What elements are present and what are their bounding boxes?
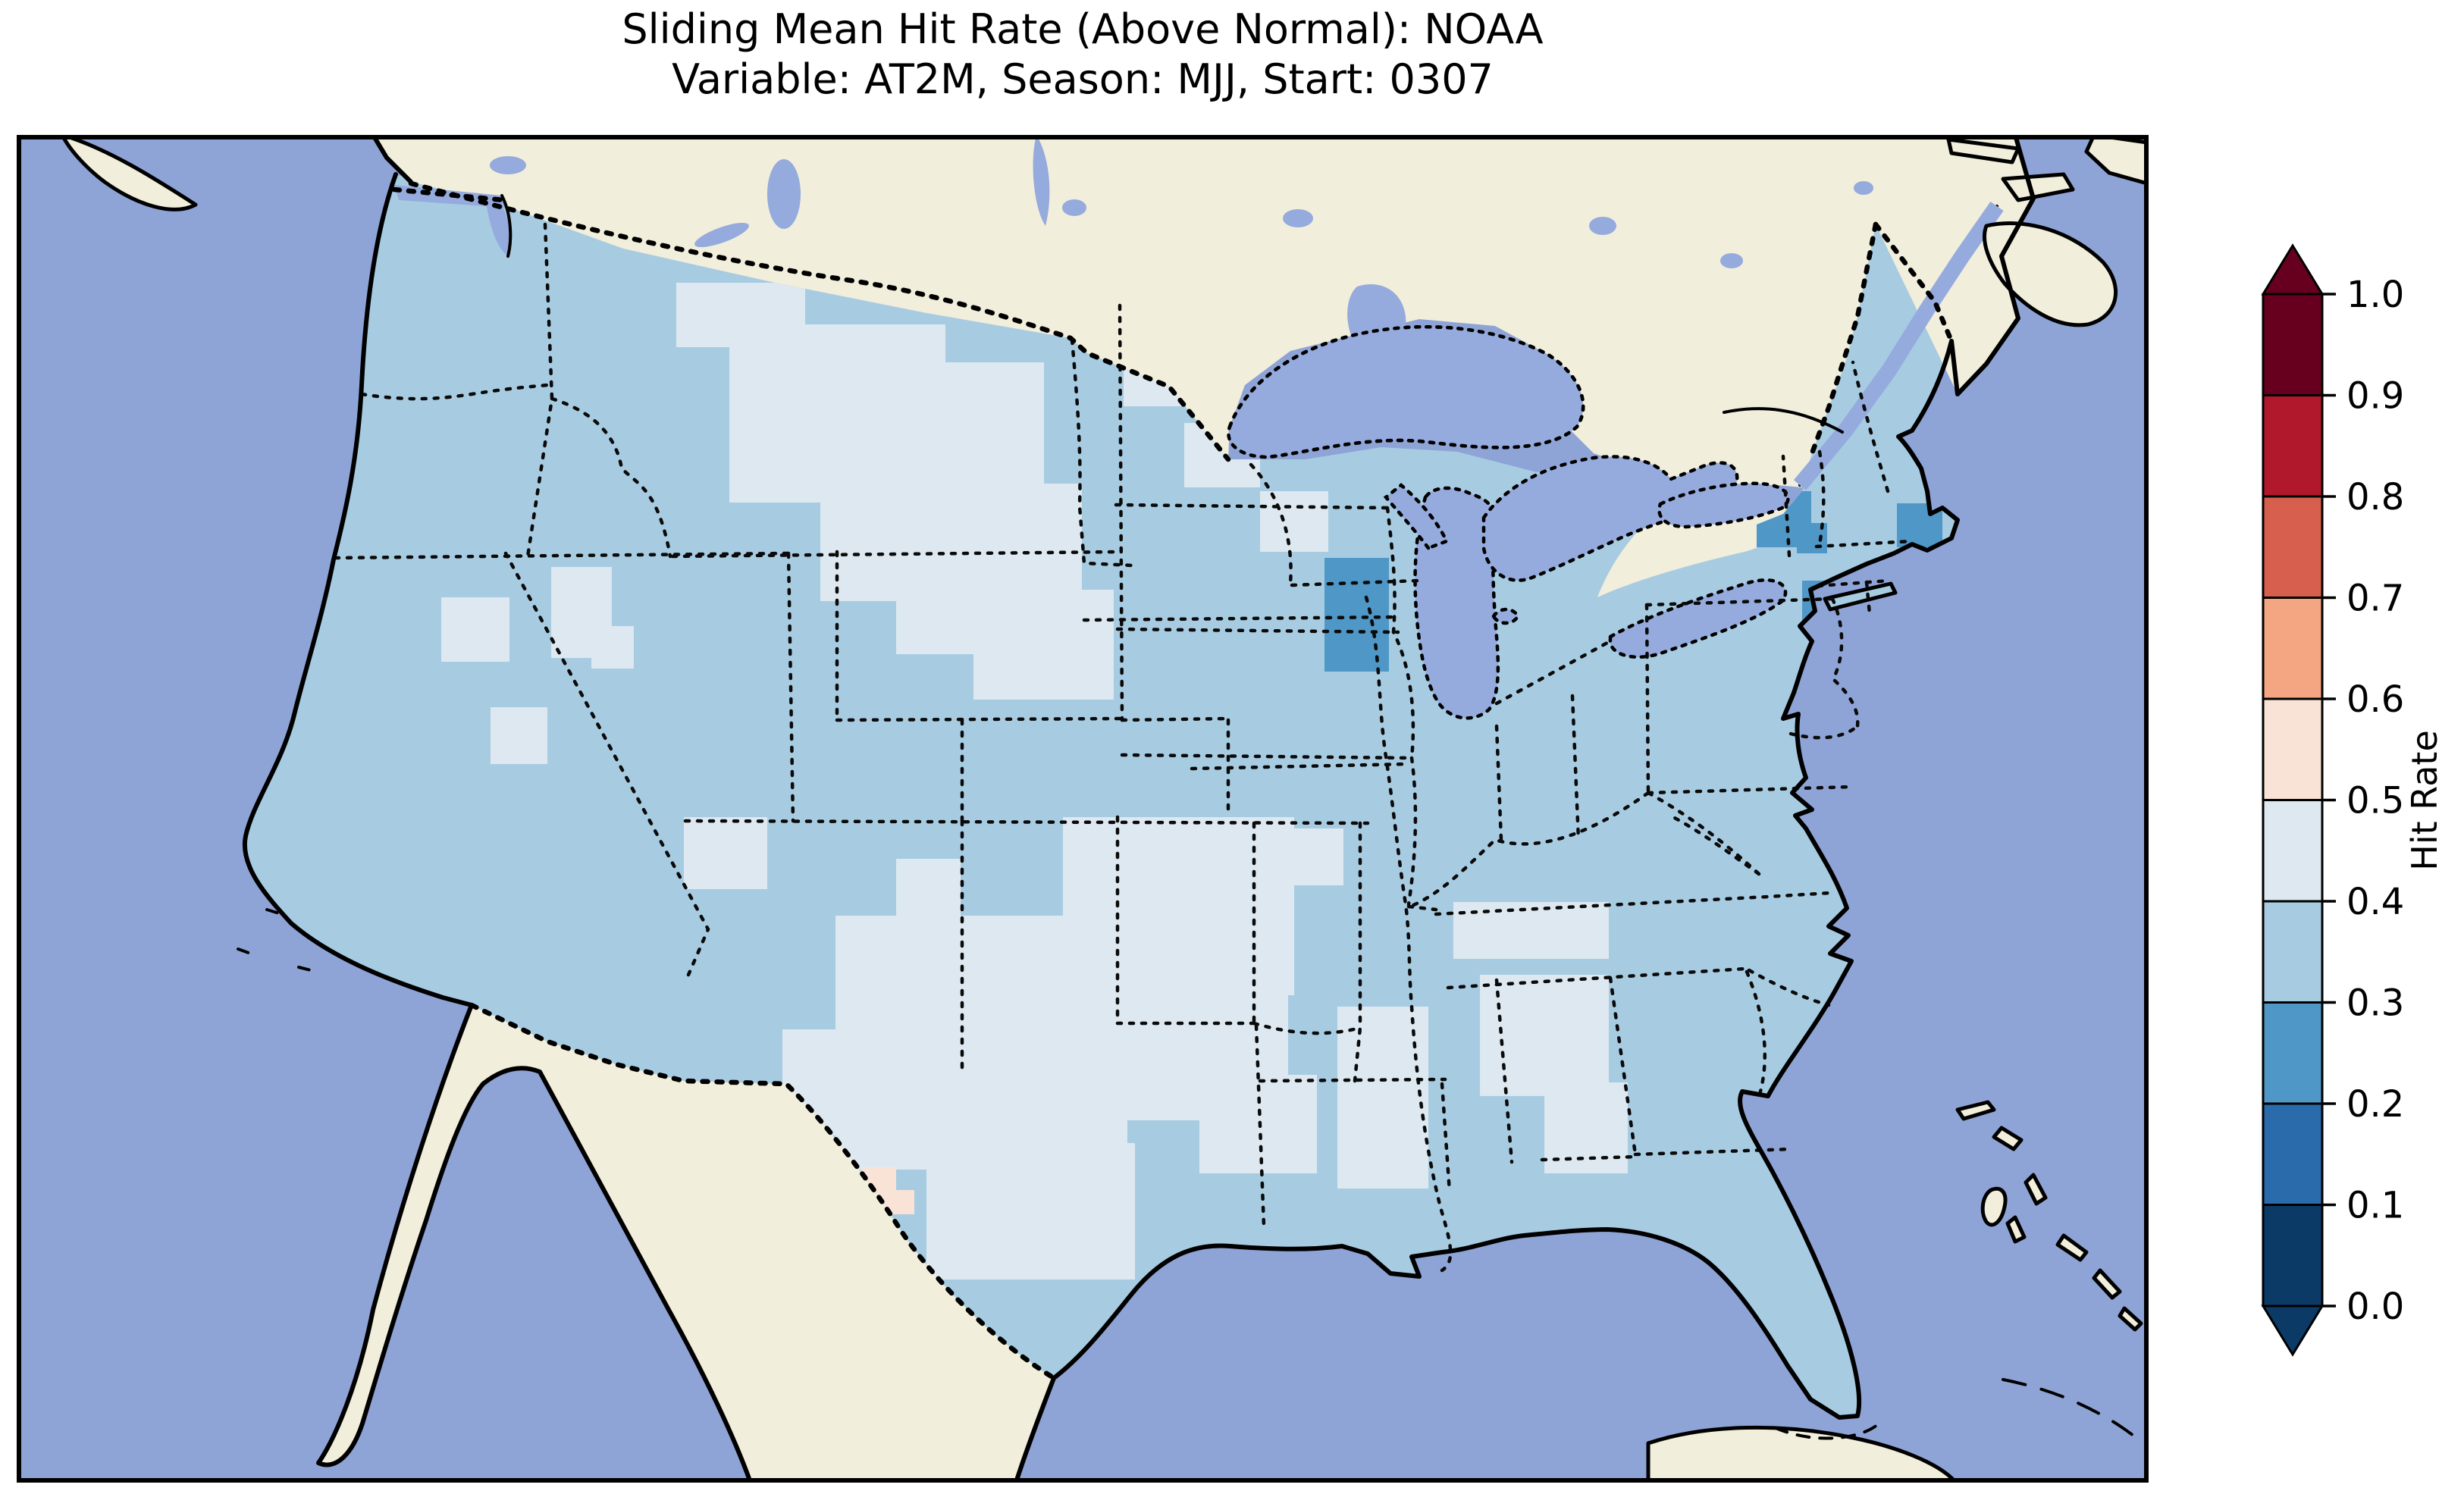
small-lake xyxy=(694,222,749,248)
hit-rate-cell-0.4-0.5 xyxy=(1480,975,1609,1096)
colorbar-segments xyxy=(2261,243,2324,1357)
colorbar-tick-label: 0.1 xyxy=(2346,1185,2404,1227)
bahamas-island xyxy=(2024,1173,2048,1206)
small-lake xyxy=(1589,217,1616,235)
colorbar-segment-0.4-0.5 xyxy=(2262,799,2324,903)
great-lakes xyxy=(1227,324,1790,720)
plot-title: Sliding Mean Hit Rate (Above Normal): NO… xyxy=(17,5,2149,105)
lake-nipigon xyxy=(1347,283,1406,358)
mexico-land xyxy=(318,1005,1054,1483)
colorbar-segment-0.8-0.9 xyxy=(2262,394,2324,498)
colorbar-over-arrow xyxy=(2261,243,2324,296)
colorbar-ticks: 1.0 0.9 0.8 0.7 0.6 0.5 0.4 0.3 0.2 0.1 0.0 xyxy=(2322,274,2404,1328)
hit-rate-cell-0.4-0.5 xyxy=(926,1143,1135,1279)
colorbar-segment-0.0-0.1 xyxy=(2262,1204,2324,1308)
small-lake xyxy=(490,156,526,174)
ottawa-river xyxy=(1723,407,1844,434)
colorbar-segment-0.9-1.0 xyxy=(2262,293,2324,396)
colorbar-tick-label: 0.5 xyxy=(2346,780,2404,822)
national-borders xyxy=(408,180,1955,1381)
hit-rate-cell-0.4-0.5 xyxy=(491,707,547,764)
map-canvas xyxy=(17,135,2149,1483)
pacific-coast xyxy=(242,172,474,1007)
hit-rate-cell-0.4-0.5 xyxy=(973,590,1114,700)
colorbar-tick-label: 0.2 xyxy=(2346,1083,2404,1126)
canada-atlantic-coast xyxy=(1949,135,2036,396)
islands xyxy=(60,135,2149,1483)
bc-coast xyxy=(371,135,413,184)
coastlines xyxy=(242,135,2036,1483)
bahamas-island xyxy=(1955,1100,1996,1121)
prince-edward-island xyxy=(2001,172,2075,202)
us-canada-border xyxy=(408,180,1231,462)
map-frame xyxy=(17,135,2149,1483)
baja-gulf-coast xyxy=(316,1003,753,1483)
hit-rate-cell-0.2-0.3 xyxy=(1324,558,1389,672)
anticosti-island xyxy=(1946,137,2020,164)
st-lawrence-river xyxy=(1723,201,2004,490)
hit-rate-cell-0.4-0.5 xyxy=(820,499,923,601)
bahamas-island xyxy=(2055,1233,2089,1262)
hit-rate-cell-0.4-0.5 xyxy=(1260,491,1328,552)
nova-scotia xyxy=(1983,221,2118,327)
small-lake xyxy=(1283,209,1313,227)
small-lake xyxy=(1720,253,1743,268)
hit-rate-cell-0.4-0.5 xyxy=(1245,828,1343,885)
colorbar-tick-label: 0.8 xyxy=(2346,476,2404,518)
canada-lakes xyxy=(490,135,1873,358)
title-line-2: Variable: AT2M, Season: MJJ, Start: 0307 xyxy=(672,55,1494,103)
small-lake xyxy=(1062,199,1086,216)
us-mexico-border xyxy=(469,1002,1057,1381)
colorbar-tick-label: 0.0 xyxy=(2346,1286,2404,1328)
hit-rate-cell-0.4-0.5 xyxy=(1337,1007,1428,1189)
vancouver-island xyxy=(60,135,198,211)
lake-winnipeg-sliver xyxy=(1033,135,1050,226)
lake-ontario xyxy=(1657,481,1790,529)
colorbar-axis-label: Hit Rate xyxy=(2404,730,2445,871)
title-line-1: Sliding Mean Hit Rate (Above Normal): NO… xyxy=(622,5,1544,53)
colorbar-segment-0.2-0.3 xyxy=(2262,1001,2324,1105)
colorbar-segment-0.6-0.7 xyxy=(2262,597,2324,700)
colorbar-tick-label: 0.3 xyxy=(2346,982,2404,1025)
mexico-gulf-coast xyxy=(1014,1376,1056,1483)
long-island xyxy=(1823,581,1898,612)
colorbar: 1.0 0.9 0.8 0.7 0.6 0.5 0.4 0.3 0.2 0.1 0.0 Hit Ra… xyxy=(2261,243,2445,1357)
gulf-atlantic-coast xyxy=(1052,339,1960,1420)
bahamas-island xyxy=(2092,1268,2122,1300)
hit-rate-cell-0.4-0.5 xyxy=(684,817,767,889)
hit-rate-cell-0.4-0.5 xyxy=(1188,855,1252,1060)
small-lake xyxy=(767,159,801,229)
colorbar-tick-label: 0.6 xyxy=(2346,678,2404,721)
colorbar-segment-0.7-0.8 xyxy=(2262,495,2324,599)
state-borders xyxy=(333,222,1914,1273)
hit-rate-cell-0.4-0.5 xyxy=(1453,902,1609,959)
lake-st-clair xyxy=(1491,607,1520,625)
bahamas-island xyxy=(2118,1306,2143,1332)
colorbar-segment-0.1-0.2 xyxy=(2262,1102,2324,1206)
colorbar-under-arrow xyxy=(2261,1305,2324,1357)
colorbar-segment-0.5-0.6 xyxy=(2262,697,2324,801)
colorbar-tick-label: 0.9 xyxy=(2346,375,2404,418)
colorbar-segment-0.3-0.4 xyxy=(2262,900,2324,1004)
lake-superior-outline xyxy=(1227,324,1585,459)
channel-islands xyxy=(237,908,318,973)
hit-rate-cell-0.4-0.5 xyxy=(896,859,961,919)
green-bay xyxy=(1383,483,1450,550)
hit-rate-cell-0.4-0.5 xyxy=(441,597,509,662)
bahamas-island xyxy=(1992,1126,2024,1151)
florida-keys xyxy=(1774,1424,1879,1440)
small-lake xyxy=(1854,181,1873,195)
newfoundland-corner xyxy=(2084,135,2149,186)
bahamas-island xyxy=(2005,1215,2027,1244)
hit-rate-cell-0.4-0.5 xyxy=(591,626,634,669)
maine-nb-border xyxy=(1873,221,1955,344)
colorbar-tick-label: 1.0 xyxy=(2346,274,2404,316)
antilles-chain xyxy=(2002,1378,2135,1437)
andros-island xyxy=(1980,1186,2008,1227)
us-canada-border-east xyxy=(1809,221,1879,456)
colorbar-tick-label: 0.4 xyxy=(2346,881,2404,923)
colorbar-tick-label: 0.7 xyxy=(2346,578,2404,620)
